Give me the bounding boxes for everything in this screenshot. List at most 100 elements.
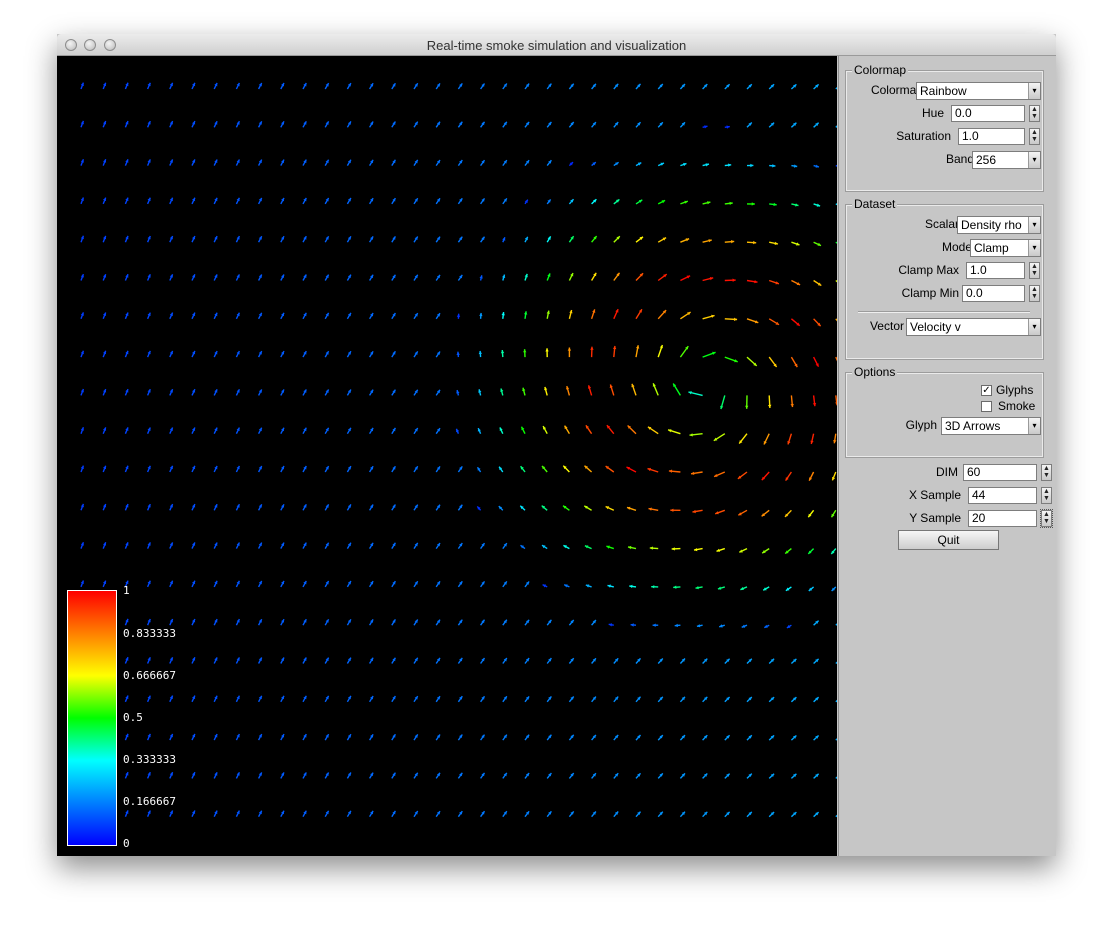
velocity-glyph-head <box>729 201 733 205</box>
velocity-glyph-head <box>147 82 151 87</box>
velocity-glyph-head <box>147 465 151 470</box>
velocity-glyph-head <box>281 83 284 87</box>
saturation-field[interactable]: 1.0 <box>958 128 1025 145</box>
velocity-glyph-head <box>214 772 218 776</box>
velocity-glyph-head <box>192 236 196 240</box>
velocity-glyph-head <box>125 121 129 125</box>
velocity-glyph-head <box>761 476 766 481</box>
velocity-glyph-head <box>609 384 613 388</box>
velocity-glyph-head <box>808 513 812 518</box>
velocity-glyph-head <box>681 696 685 701</box>
velocity-glyph-head <box>370 772 374 777</box>
velocity-glyph-head <box>593 236 597 240</box>
velocity-glyph-head <box>731 240 735 244</box>
x-sample-stepper[interactable]: ▲ ▼ <box>1041 487 1052 504</box>
velocity-glyph-head <box>456 390 460 394</box>
mode-select[interactable]: Clamp ▾ <box>970 239 1041 257</box>
velocity-glyph-head <box>570 734 574 739</box>
velocity-glyph-head <box>456 313 461 317</box>
y-sample-stepper[interactable]: ▲ ▼ <box>1040 509 1053 528</box>
velocity-glyph-head <box>370 159 374 164</box>
y-sample-field[interactable]: 20 <box>968 510 1037 527</box>
velocity-glyph-head <box>125 695 129 699</box>
velocity-glyph-head <box>303 734 307 738</box>
velocity-glyph-head <box>192 733 196 738</box>
velocity-glyph-head <box>325 121 329 125</box>
smoke-checkbox[interactable] <box>981 401 992 412</box>
dim-field[interactable]: 60 <box>963 464 1037 481</box>
velocity-glyph-head <box>775 321 779 325</box>
velocity-glyph-head <box>741 624 746 628</box>
velocity-glyph-head <box>704 696 708 701</box>
velocity-glyph-head <box>815 122 819 126</box>
hue-stepper[interactable]: ▲ ▼ <box>1029 105 1040 122</box>
velocity-glyph-head <box>169 772 173 776</box>
close-window-button[interactable] <box>65 39 77 51</box>
velocity-glyph-head <box>592 309 596 313</box>
velocity-glyph-head <box>459 160 463 164</box>
band-select[interactable]: 256 ▾ <box>972 151 1041 169</box>
glyph-select[interactable]: 3D Arrows ▾ <box>941 417 1041 435</box>
velocity-glyph-head <box>548 658 552 662</box>
velocity-glyph-head <box>570 811 574 815</box>
glyphs-checkbox[interactable]: ✓ <box>981 385 992 396</box>
velocity-glyph-head <box>831 587 835 591</box>
clamp-max-stepper[interactable]: ▲ ▼ <box>1029 262 1040 279</box>
velocity-glyph-head <box>281 121 284 125</box>
options-group: Options ✓ Glyphs Smoke Glyph 3D Arrows ▾ <box>845 365 1044 458</box>
velocity-glyph-head <box>347 427 351 432</box>
velocity-glyph-head <box>125 159 129 163</box>
velocity-glyph-head <box>459 504 463 509</box>
velocity-glyph-head <box>214 657 218 661</box>
velocity-glyph-head <box>751 202 755 206</box>
clamp-max-field[interactable]: 1.0 <box>966 262 1025 279</box>
velocity-glyph-head <box>704 125 708 129</box>
velocity-glyph-head <box>325 657 329 662</box>
velocity-glyph-head <box>370 389 374 394</box>
zoom-window-button[interactable] <box>104 39 116 51</box>
velocity-glyph <box>835 356 837 362</box>
velocity-glyph-head <box>80 503 84 508</box>
velocity-glyph-head <box>674 623 678 628</box>
simulation-canvas[interactable]: 1 0.833333 0.666667 0.5 0.333333 0.16666… <box>57 56 837 856</box>
velocity-glyph-head <box>563 465 567 470</box>
velocity-glyph-head <box>192 312 196 317</box>
velocity-glyph-head <box>414 121 418 126</box>
velocity-glyph-head <box>808 587 813 591</box>
velocity-glyph-head <box>787 441 791 445</box>
hue-field[interactable]: 0.0 <box>951 105 1025 122</box>
velocity-glyph-head <box>713 437 718 441</box>
velocity-glyph-head <box>236 810 240 815</box>
clamp-min-field[interactable]: 0.0 <box>962 285 1025 302</box>
velocity-glyph-head <box>125 618 129 623</box>
minimize-window-button[interactable] <box>84 39 96 51</box>
velocity-glyph-head <box>548 696 552 700</box>
velocity-glyph-head <box>147 580 151 585</box>
velocity-glyph <box>835 279 837 283</box>
scalar-select[interactable]: Density rho ▾ <box>957 216 1041 234</box>
velocity-glyph-head <box>214 810 218 815</box>
velocity-glyph-head <box>236 82 240 87</box>
vector-select[interactable]: Velocity v ▾ <box>906 318 1041 336</box>
velocity-glyph-head <box>169 657 173 661</box>
legend-tick: 0.166667 <box>123 795 176 808</box>
velocity-glyph-head <box>754 280 758 284</box>
velocity-glyph-head <box>414 274 418 279</box>
options-group-title: Options <box>852 365 898 379</box>
velocity-glyph-head <box>192 121 196 125</box>
velocity-glyph-head <box>370 274 374 279</box>
saturation-stepper[interactable]: ▲ ▼ <box>1029 128 1040 145</box>
velocity-glyph-head <box>303 351 307 355</box>
dim-stepper[interactable]: ▲ ▼ <box>1041 464 1052 481</box>
velocity-glyph-head <box>125 657 129 661</box>
quit-button[interactable]: Quit <box>898 530 999 550</box>
x-sample-field[interactable]: 44 <box>968 487 1037 504</box>
velocity-glyph-head <box>481 198 485 202</box>
velocity-glyph-head <box>281 542 284 547</box>
velocity-glyph-head <box>414 696 418 700</box>
velocity-glyph-head <box>542 584 547 588</box>
colormap-select[interactable]: Rainbow ▾ <box>916 82 1041 100</box>
velocity-glyph-head <box>692 509 696 514</box>
clamp-min-stepper[interactable]: ▲ ▼ <box>1029 285 1040 302</box>
velocity-glyph-head <box>258 695 262 700</box>
